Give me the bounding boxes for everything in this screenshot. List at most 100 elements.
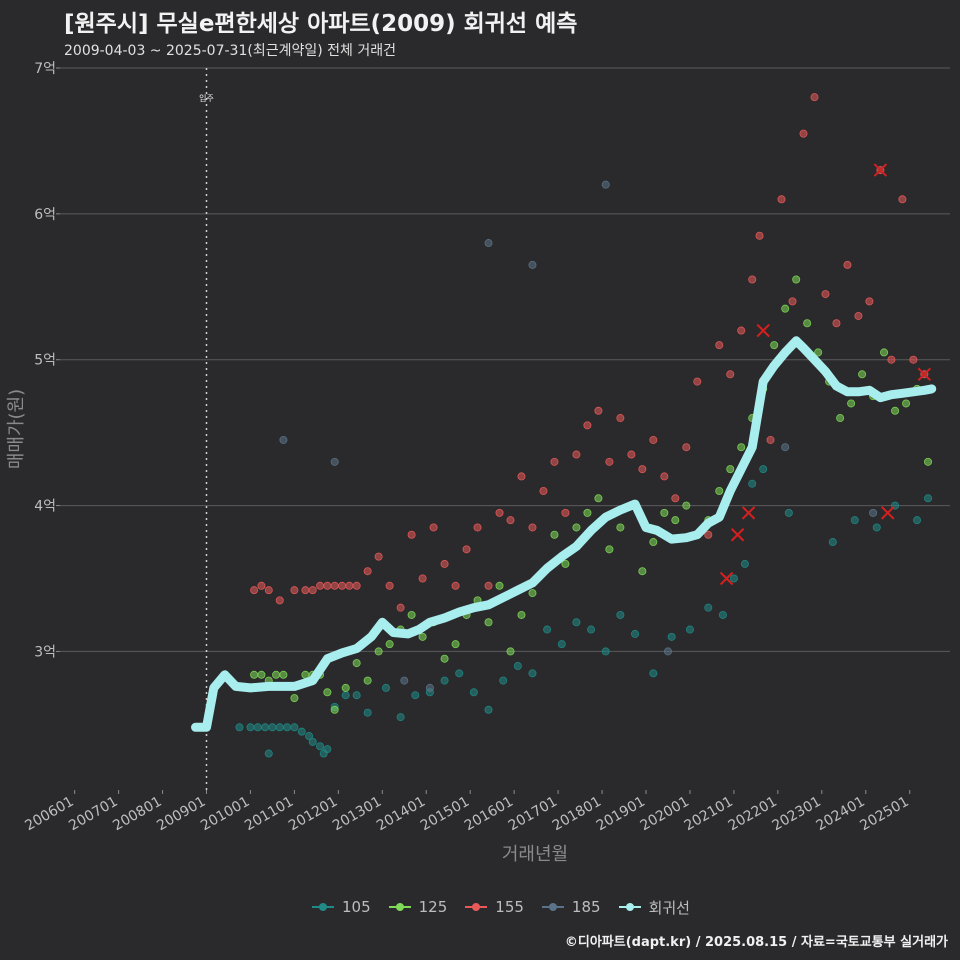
point-105: [268, 723, 277, 732]
point-125: [272, 670, 281, 679]
point-155: [301, 586, 310, 595]
x-tick-label: 200601: [22, 794, 76, 835]
point-125: [290, 694, 299, 703]
point-125: [715, 486, 724, 495]
point-125: [891, 406, 900, 415]
legend-item-125: 125: [388, 897, 448, 917]
point-105: [649, 669, 658, 678]
point-125: [814, 348, 823, 357]
point-105: [748, 479, 757, 488]
point-155: [887, 355, 896, 364]
point-155: [290, 586, 299, 595]
x-tick-label: 201301: [330, 794, 384, 835]
point-155: [352, 581, 361, 590]
x-tick-label: 200901: [154, 794, 208, 835]
point-105: [513, 662, 522, 671]
legend-key-155: [465, 897, 488, 917]
point-155: [832, 319, 841, 328]
point-155: [338, 581, 347, 590]
point-155: [777, 195, 786, 204]
point-155: [330, 581, 339, 590]
point-105: [572, 618, 581, 627]
point-105: [323, 745, 332, 754]
point-155: [755, 231, 764, 240]
x-tick-label: 201801: [550, 794, 604, 835]
y-tick-label: 4억: [34, 499, 56, 515]
point-155: [257, 581, 266, 590]
point-155: [726, 370, 735, 379]
legend-key-125: [388, 897, 411, 917]
point-105: [557, 640, 566, 649]
point-155: [737, 326, 746, 335]
point-155: [396, 603, 405, 612]
point-185: [601, 180, 610, 189]
point-155: [693, 377, 702, 386]
point-155: [440, 559, 449, 568]
chart-title: [원주시] 무실e편한세상 아파트(2009) 회귀선 예측: [64, 11, 578, 37]
point-105: [616, 610, 625, 619]
point-125: [880, 348, 889, 357]
regression-line: [191, 336, 937, 732]
x-axis-title: 거래년월: [502, 844, 568, 865]
point-125: [550, 530, 559, 539]
point-185: [781, 443, 790, 452]
legend-key-regression: [618, 897, 641, 917]
point-105: [484, 705, 493, 714]
point-105: [246, 723, 255, 732]
point-125: [781, 304, 790, 313]
point-155: [627, 450, 636, 459]
point-155: [616, 414, 625, 423]
x-tick-label: 201401: [374, 794, 428, 835]
point-125: [407, 610, 416, 619]
point-155: [451, 581, 460, 590]
point-155: [843, 260, 852, 269]
legend: 105 125 155 185 회귀선: [312, 896, 690, 918]
legend-item-155: 155: [465, 897, 524, 917]
point-155: [429, 523, 438, 532]
point-155: [550, 457, 559, 466]
point-155: [385, 581, 394, 590]
point-125: [257, 670, 266, 679]
point-125: [250, 670, 259, 679]
point-125: [385, 640, 394, 649]
point-155: [766, 435, 775, 444]
cancelled-marker: [881, 506, 895, 520]
legend-item-regression: 회귀선: [618, 897, 690, 918]
point-125: [561, 559, 570, 568]
point-125: [572, 523, 581, 532]
legend-label-105: 105: [342, 898, 371, 916]
point-125: [726, 465, 735, 474]
point-105: [469, 688, 478, 697]
x-tick-label: 201201: [286, 794, 340, 835]
point-125: [649, 538, 658, 547]
point-185: [663, 647, 672, 656]
x-tick-label: 201001: [198, 794, 252, 835]
point-125: [616, 523, 625, 532]
point-155: [506, 516, 515, 525]
point-155: [821, 290, 830, 299]
point-155: [561, 508, 570, 517]
point-155: [649, 435, 658, 444]
x-tick-label: 202201: [726, 794, 780, 835]
point-105: [352, 691, 361, 700]
x-tick-label: 200801: [110, 794, 164, 835]
point-155: [308, 586, 317, 595]
point-105: [308, 737, 317, 746]
point-185: [330, 457, 339, 466]
point-125: [605, 545, 614, 554]
point-105: [685, 625, 694, 634]
point-105: [305, 732, 314, 741]
point-125: [660, 508, 669, 517]
point-105: [261, 723, 270, 732]
point-105: [924, 494, 933, 503]
point-155: [473, 523, 482, 532]
legend-label-125: 125: [418, 898, 448, 916]
point-155: [462, 545, 471, 554]
x-tick-label: 201901: [594, 794, 648, 835]
point-155: [374, 552, 383, 561]
point-125: [594, 494, 603, 503]
point-125: [924, 457, 933, 466]
point-155: [345, 581, 354, 590]
point-125: [528, 589, 537, 598]
